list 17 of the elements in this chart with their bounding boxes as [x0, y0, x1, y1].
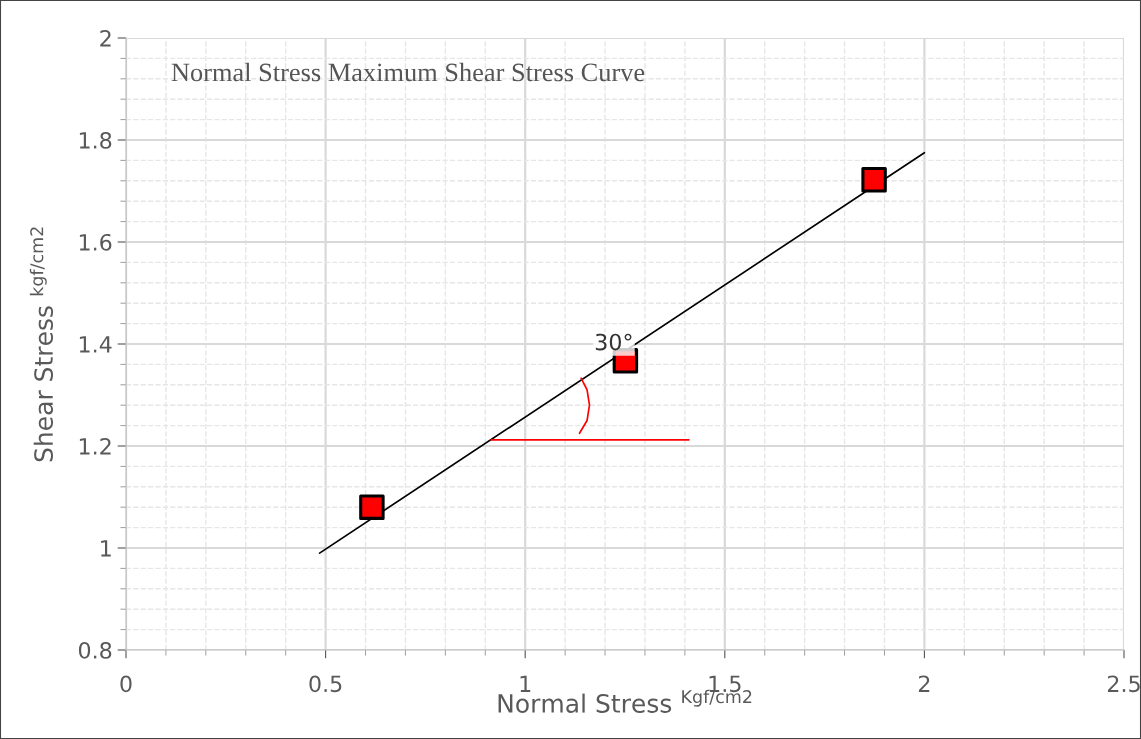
x-tick-label: 0	[120, 675, 132, 693]
y-tick-label: 0.8	[78, 641, 112, 659]
y-tick-label: 1.6	[79, 233, 112, 251]
x-tick-label: 2	[918, 675, 930, 692]
y-tick-label: 2	[100, 29, 111, 47]
point	[861, 167, 887, 193]
annotation: 30°	[595, 333, 632, 351]
point	[359, 494, 385, 520]
line-series	[578, 377, 591, 435]
text: Normal Stress Maximum Shear Stress Curve	[171, 62, 645, 82]
x-tick-label: 2.5	[1107, 675, 1140, 693]
y-tick-label: 1.2	[79, 437, 111, 455]
y-axis-title: Shear Stress $^{kgf/cm2}$	[29, 227, 54, 462]
y-tick-label: 1.8	[79, 131, 112, 149]
y-tick-label: 1.4	[79, 336, 112, 353]
x-tick-label: 0.5	[309, 675, 342, 693]
y-tick-label: 1	[101, 540, 111, 557]
